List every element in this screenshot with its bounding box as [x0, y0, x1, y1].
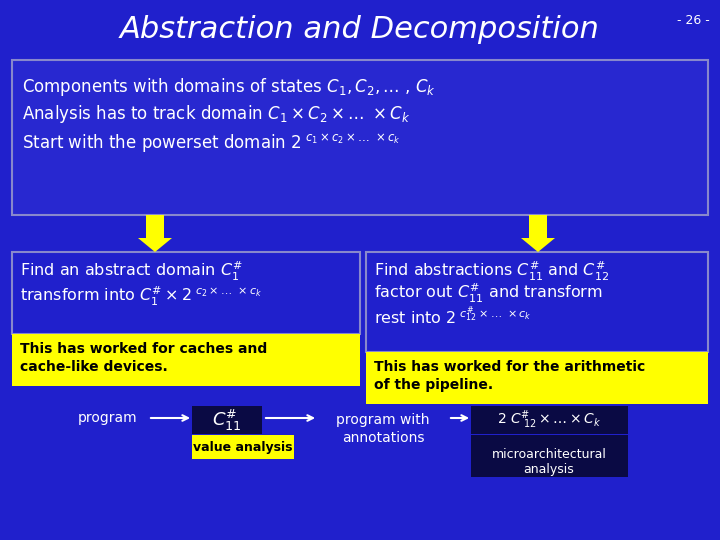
Text: microarchitectural: microarchitectural: [492, 448, 606, 461]
Text: analysis: analysis: [523, 463, 575, 476]
Text: program: program: [78, 411, 138, 425]
Text: Abstraction and Decomposition: Abstraction and Decomposition: [120, 15, 600, 44]
FancyBboxPatch shape: [12, 334, 360, 386]
Text: factor out $C_{11}^{\#}$ and transform: factor out $C_{11}^{\#}$ and transform: [374, 282, 603, 305]
Text: Components with domains of states $C_1, C_2, \ldots$ , $C_k$: Components with domains of states $C_1, …: [22, 76, 436, 98]
FancyBboxPatch shape: [471, 435, 628, 477]
FancyBboxPatch shape: [471, 406, 628, 434]
Polygon shape: [138, 238, 172, 252]
Text: Start with the powerset domain $2^{\ c_1 \times c_2 \times\ldots\ \times c_k}$: Start with the powerset domain $2^{\ c_1…: [22, 132, 400, 154]
Text: of the pipeline.: of the pipeline.: [374, 378, 493, 392]
Text: Find an abstract domain $C_1^{\#}$: Find an abstract domain $C_1^{\#}$: [20, 260, 243, 283]
Polygon shape: [521, 238, 555, 252]
Text: transform into $C_1^{\#} \times 2^{\ c_2 \times\ldots\ \times c_k}$: transform into $C_1^{\#} \times 2^{\ c_2…: [20, 285, 262, 308]
Text: cache-like devices.: cache-like devices.: [20, 360, 168, 374]
Polygon shape: [529, 215, 547, 238]
FancyBboxPatch shape: [192, 435, 294, 459]
Text: $2\ C_{\ 12}^{\#}\times\ldots\times C_k$: $2\ C_{\ 12}^{\#}\times\ldots\times C_k$: [497, 409, 601, 431]
Text: $C_{11}^{\#}$: $C_{11}^{\#}$: [212, 408, 242, 433]
FancyBboxPatch shape: [12, 252, 360, 334]
Text: This has worked for the arithmetic: This has worked for the arithmetic: [374, 360, 645, 374]
FancyBboxPatch shape: [192, 406, 262, 434]
Text: program with
annotations: program with annotations: [336, 413, 430, 446]
Text: Analysis has to track domain $C_1 \times C_2 \times\ldots\  \times C_k$: Analysis has to track domain $C_1 \times…: [22, 103, 410, 125]
Text: value analysis: value analysis: [193, 441, 293, 454]
Text: This has worked for caches and: This has worked for caches and: [20, 342, 267, 356]
Text: rest into $2^{\ c_{12}^{\#} \times\ldots\ \times c_k}$: rest into $2^{\ c_{12}^{\#} \times\ldots…: [374, 304, 531, 327]
Polygon shape: [146, 215, 164, 238]
FancyBboxPatch shape: [366, 252, 708, 352]
Text: Find abstractions $C_{11}^{\#}$ and $C_{12}^{\#}$: Find abstractions $C_{11}^{\#}$ and $C_{…: [374, 260, 609, 283]
Text: - 26 -: - 26 -: [678, 14, 710, 27]
FancyBboxPatch shape: [366, 352, 708, 404]
FancyBboxPatch shape: [12, 60, 708, 215]
